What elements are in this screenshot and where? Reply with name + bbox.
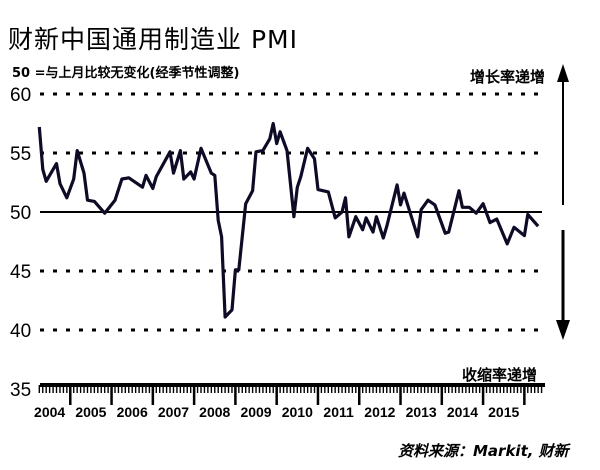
y-tick-label: 45	[10, 262, 31, 283]
x-tick-label: 2004	[34, 404, 65, 420]
x-tick-label: 2008	[199, 404, 230, 420]
chart-title: 财新中国通用制造业 PMI	[8, 25, 298, 54]
pmi-series-line	[37, 121, 540, 319]
chart-subtitle: 50 =与上月比较无变化(经季节性调整)	[12, 66, 240, 81]
x-tick-label: 2007	[158, 404, 189, 420]
x-tick-label: 2005	[75, 404, 106, 420]
down-arrow-icon	[556, 320, 570, 340]
annotation-up: 增长率递增	[470, 68, 546, 86]
y-tick-label: 35	[10, 380, 31, 401]
x-tick-label: 2014	[447, 404, 478, 420]
y-tick-label: 40	[10, 321, 31, 342]
x-tick-label: 2009	[240, 404, 271, 420]
up-arrow-icon	[557, 64, 569, 82]
y-tick-label: 60	[10, 85, 31, 106]
y-tick-label: 55	[10, 144, 31, 165]
x-tick-label: 2015	[488, 404, 519, 420]
x-tick-label: 2010	[282, 404, 313, 420]
x-tick-label: 2013	[406, 404, 437, 420]
source-note: 资料来源：Markit, 财新	[398, 442, 569, 460]
x-axis-line	[40, 383, 545, 387]
x-tick-label: 2012	[364, 404, 395, 420]
x-tick-label: 2006	[117, 404, 148, 420]
y-tick-label: 50	[10, 203, 31, 224]
x-tick-label: 2011	[323, 404, 354, 420]
annotation-down: 收缩率递增	[462, 366, 538, 384]
